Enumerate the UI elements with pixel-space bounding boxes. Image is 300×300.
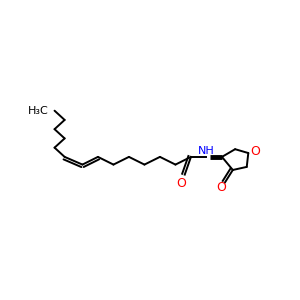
Text: O: O bbox=[176, 177, 186, 190]
Text: O: O bbox=[216, 181, 226, 194]
Text: O: O bbox=[250, 145, 260, 158]
Text: H₃C: H₃C bbox=[28, 106, 48, 116]
Text: NH: NH bbox=[198, 146, 215, 156]
